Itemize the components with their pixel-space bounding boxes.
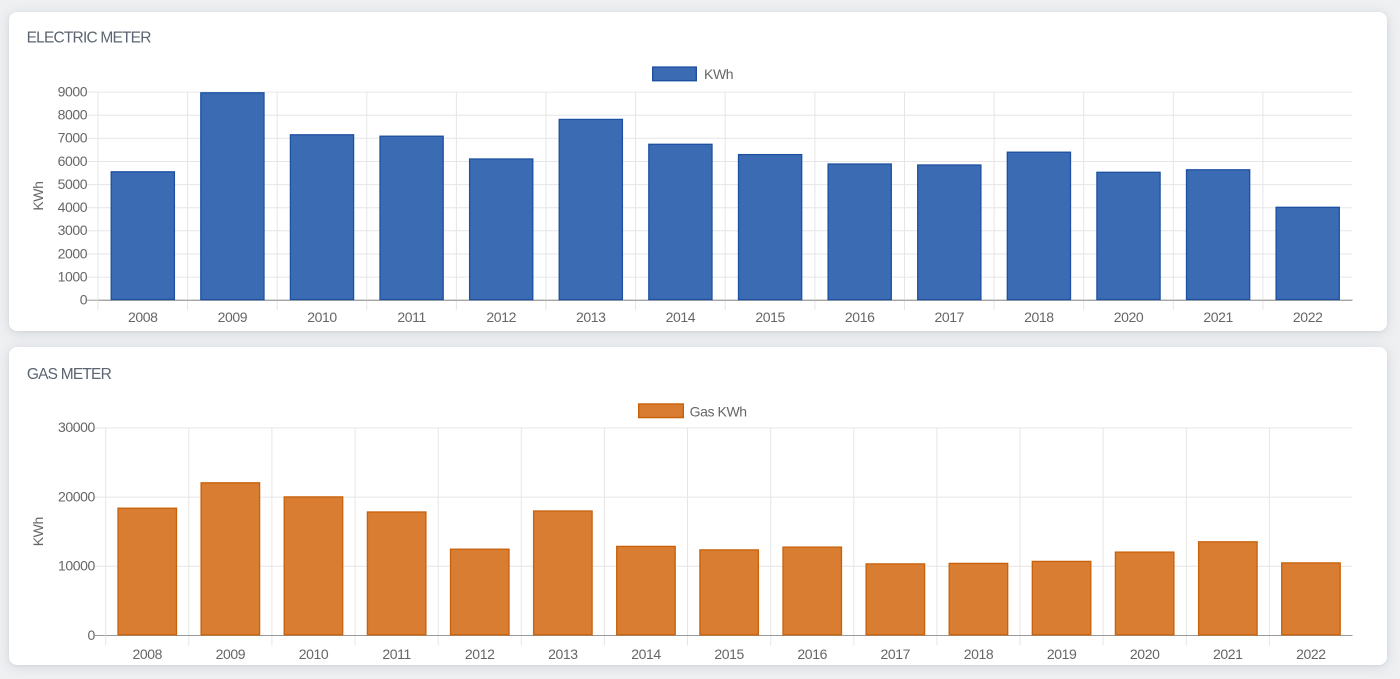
svg-text:2019: 2019 (1047, 646, 1077, 662)
svg-text:5000: 5000 (58, 176, 88, 192)
svg-text:2010: 2010 (307, 309, 337, 325)
svg-text:2022: 2022 (1296, 646, 1326, 662)
svg-text:2022: 2022 (1293, 309, 1323, 325)
svg-text:2008: 2008 (133, 646, 163, 662)
svg-text:1000: 1000 (58, 268, 88, 284)
svg-text:2016: 2016 (845, 309, 875, 325)
svg-text:KWh: KWh (30, 517, 46, 546)
svg-text:2015: 2015 (755, 309, 785, 325)
svg-text:4000: 4000 (58, 199, 88, 215)
svg-text:2017: 2017 (935, 309, 965, 325)
svg-text:KWh: KWh (30, 182, 46, 211)
svg-text:ELECTRIC METER: ELECTRIC METER (27, 30, 152, 47)
svg-text:2021: 2021 (1213, 646, 1243, 662)
svg-text:2014: 2014 (631, 646, 661, 662)
svg-text:20000: 20000 (58, 488, 96, 504)
svg-text:2018: 2018 (1024, 309, 1054, 325)
svg-text:2009: 2009 (218, 309, 248, 325)
svg-text:2020: 2020 (1114, 309, 1144, 325)
svg-text:2015: 2015 (714, 646, 744, 662)
svg-text:30000: 30000 (58, 419, 96, 435)
svg-text:2011: 2011 (382, 646, 411, 662)
svg-text:2011: 2011 (397, 309, 426, 325)
svg-text:7000: 7000 (58, 130, 88, 146)
svg-text:2000: 2000 (58, 245, 88, 261)
svg-text:2013: 2013 (548, 646, 578, 662)
svg-text:2013: 2013 (576, 309, 606, 325)
svg-text:10000: 10000 (58, 558, 96, 574)
svg-text:GAS METER: GAS METER (27, 366, 112, 383)
svg-text:8000: 8000 (58, 107, 88, 123)
svg-text:2010: 2010 (299, 646, 329, 662)
svg-text:2009: 2009 (216, 646, 246, 662)
svg-text:KWh: KWh (704, 66, 733, 82)
svg-text:2012: 2012 (465, 646, 495, 662)
svg-text:0: 0 (80, 292, 88, 308)
svg-text:2018: 2018 (964, 646, 994, 662)
svg-text:2014: 2014 (666, 309, 696, 325)
svg-text:2008: 2008 (128, 309, 158, 325)
svg-text:2017: 2017 (881, 646, 911, 662)
svg-text:3000: 3000 (58, 222, 88, 238)
svg-text:0: 0 (88, 627, 96, 643)
svg-text:2016: 2016 (797, 646, 827, 662)
svg-text:Gas KWh: Gas KWh (690, 403, 747, 419)
svg-text:2021: 2021 (1203, 309, 1233, 325)
svg-text:9000: 9000 (58, 83, 88, 99)
svg-text:6000: 6000 (58, 153, 88, 169)
svg-text:2020: 2020 (1130, 646, 1160, 662)
svg-text:2012: 2012 (486, 309, 516, 325)
